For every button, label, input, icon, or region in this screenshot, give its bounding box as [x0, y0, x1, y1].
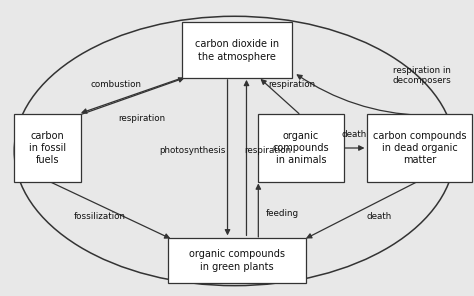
Text: respiration in
decomposers: respiration in decomposers: [392, 66, 451, 85]
Text: carbon dioxide in
the atmosphere: carbon dioxide in the atmosphere: [195, 39, 279, 62]
FancyBboxPatch shape: [367, 114, 472, 182]
Text: respiration: respiration: [118, 114, 166, 123]
Text: death: death: [341, 130, 367, 139]
Text: organic
compounds
in animals: organic compounds in animals: [273, 131, 329, 165]
Text: carbon
in fossil
fuels: carbon in fossil fuels: [29, 131, 66, 165]
FancyBboxPatch shape: [258, 114, 344, 182]
Text: organic compounds
in green plants: organic compounds in green plants: [189, 249, 285, 272]
FancyBboxPatch shape: [168, 238, 306, 283]
Text: photosynthesis: photosynthesis: [159, 147, 225, 155]
FancyBboxPatch shape: [14, 114, 81, 182]
Text: fossilization: fossilization: [73, 212, 126, 221]
Text: carbon compounds
in dead organic
matter: carbon compounds in dead organic matter: [373, 131, 466, 165]
Text: death: death: [366, 212, 392, 221]
Text: combustion: combustion: [91, 80, 142, 89]
Text: feeding: feeding: [265, 209, 299, 218]
Text: respiration: respiration: [244, 147, 292, 155]
FancyBboxPatch shape: [182, 22, 292, 78]
Text: respiration: respiration: [268, 80, 315, 89]
